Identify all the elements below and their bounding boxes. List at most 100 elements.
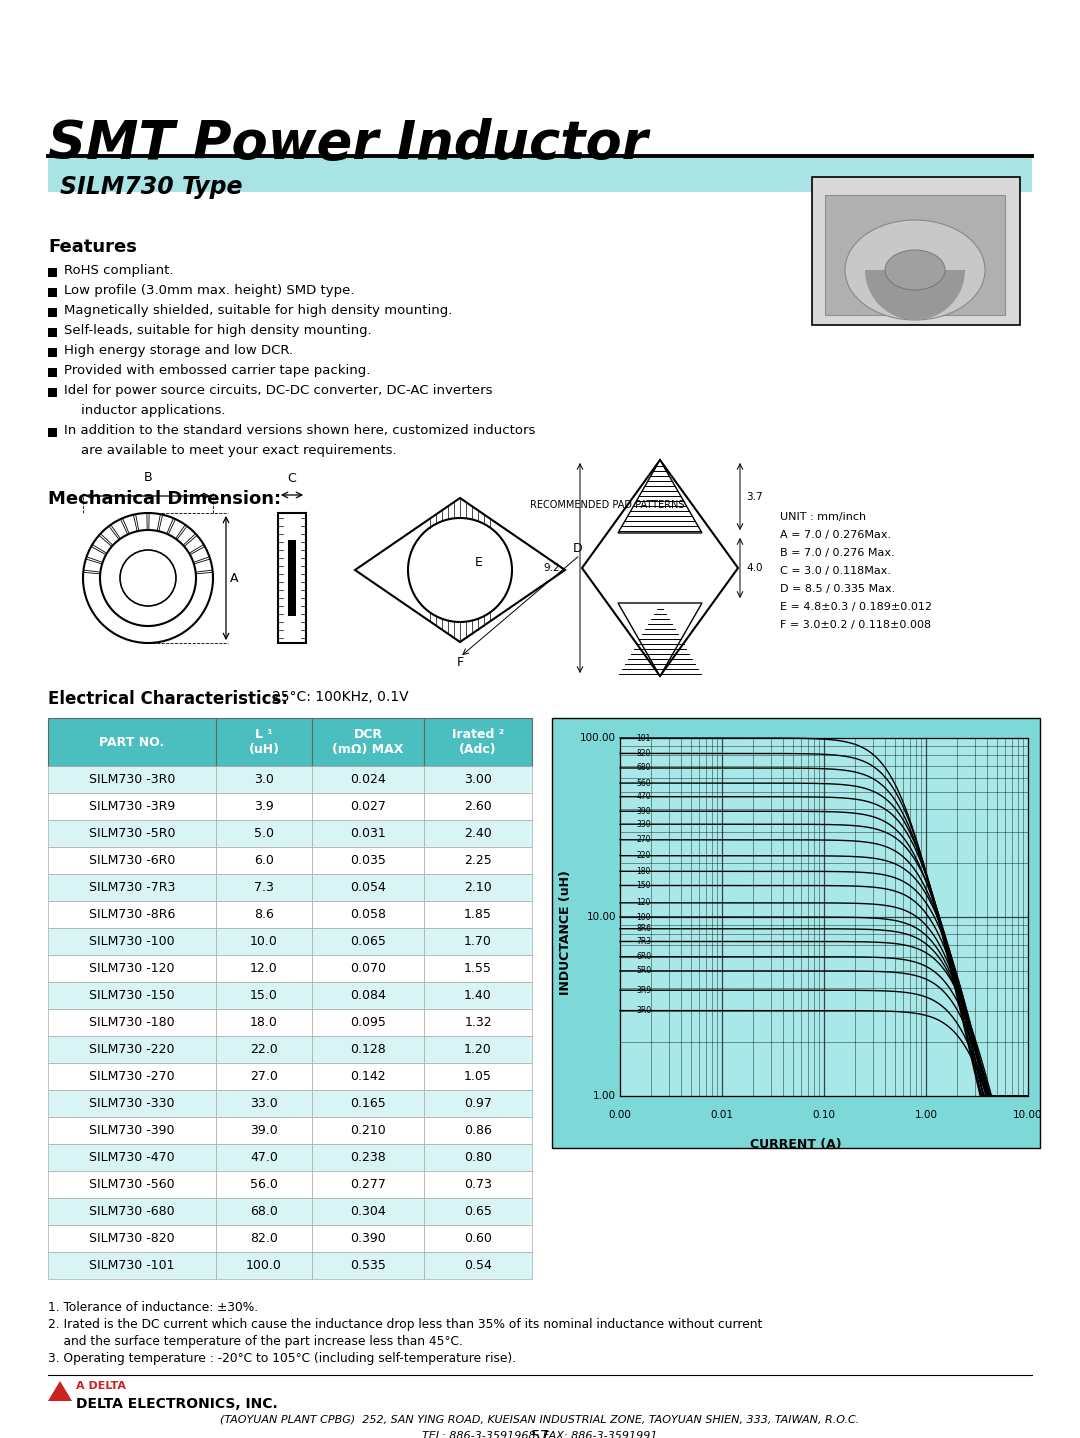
Bar bbox=[424, 1009, 532, 1035]
Text: RoHS compliant.: RoHS compliant. bbox=[64, 265, 174, 278]
Text: 0.277: 0.277 bbox=[350, 1178, 386, 1191]
Text: Irated ²
(Adc): Irated ² (Adc) bbox=[451, 728, 504, 756]
Text: TEL: 886-3-3591968; FAX: 886-3-3591991: TEL: 886-3-3591968; FAX: 886-3-3591991 bbox=[422, 1431, 658, 1438]
Text: 39.0: 39.0 bbox=[251, 1125, 278, 1137]
Bar bbox=[424, 1252, 532, 1278]
Text: SILM730 Type: SILM730 Type bbox=[60, 175, 243, 198]
Text: 100: 100 bbox=[636, 913, 651, 922]
Text: SILM730 -330: SILM730 -330 bbox=[90, 1097, 175, 1110]
Text: 27.0: 27.0 bbox=[251, 1070, 278, 1083]
Text: SILM730 -680: SILM730 -680 bbox=[90, 1205, 175, 1218]
Text: 220: 220 bbox=[636, 851, 651, 860]
Bar bbox=[424, 1171, 532, 1198]
Text: A DELTA: A DELTA bbox=[76, 1380, 126, 1391]
Bar bbox=[424, 820, 532, 847]
Text: 6.0: 6.0 bbox=[254, 854, 274, 867]
Bar bbox=[424, 955, 532, 982]
Text: 0.73: 0.73 bbox=[464, 1178, 491, 1191]
Text: SILM730 -150: SILM730 -150 bbox=[90, 989, 175, 1002]
Bar bbox=[216, 718, 312, 766]
Bar bbox=[216, 1063, 312, 1090]
Text: 330: 330 bbox=[636, 820, 651, 828]
Text: PART NO.: PART NO. bbox=[99, 735, 164, 749]
Text: Idel for power source circuits, DC-DC converter, DC-AC inverters: Idel for power source circuits, DC-DC co… bbox=[64, 384, 492, 397]
Bar bbox=[48, 1117, 216, 1145]
Text: 180: 180 bbox=[636, 867, 651, 876]
Text: SILM730 -101: SILM730 -101 bbox=[90, 1260, 175, 1273]
Text: 0.070: 0.070 bbox=[350, 962, 386, 975]
Text: 1.40: 1.40 bbox=[464, 989, 491, 1002]
Text: 0.027: 0.027 bbox=[350, 800, 386, 812]
Bar bbox=[312, 847, 424, 874]
Polygon shape bbox=[48, 1380, 72, 1401]
Text: 1.05: 1.05 bbox=[464, 1070, 491, 1083]
Text: 120: 120 bbox=[636, 899, 651, 907]
Text: 3.0: 3.0 bbox=[254, 774, 274, 787]
Text: 3R0: 3R0 bbox=[636, 1007, 651, 1015]
Bar bbox=[48, 902, 216, 928]
Bar bbox=[216, 1117, 312, 1145]
Text: D = 8.5 / 0.335 Max.: D = 8.5 / 0.335 Max. bbox=[780, 584, 895, 594]
Text: SILM730 -3R9: SILM730 -3R9 bbox=[89, 800, 175, 812]
Bar bbox=[48, 874, 216, 902]
Bar bbox=[216, 1252, 312, 1278]
Text: DELTA ELECTRONICS, INC.: DELTA ELECTRONICS, INC. bbox=[76, 1396, 278, 1411]
Bar bbox=[216, 982, 312, 1009]
Bar bbox=[424, 792, 532, 820]
Text: 0.095: 0.095 bbox=[350, 1017, 386, 1030]
Bar bbox=[48, 847, 216, 874]
Bar bbox=[825, 196, 1005, 315]
Bar bbox=[48, 1063, 216, 1090]
Text: 0.238: 0.238 bbox=[350, 1150, 386, 1163]
Text: SILM730 -8R6: SILM730 -8R6 bbox=[89, 907, 175, 920]
Bar bbox=[216, 1090, 312, 1117]
Text: 10.00: 10.00 bbox=[1013, 1110, 1043, 1120]
Text: D: D bbox=[573, 542, 582, 555]
Text: SILM730 -820: SILM730 -820 bbox=[90, 1232, 175, 1245]
Bar bbox=[424, 847, 532, 874]
Bar bbox=[312, 982, 424, 1009]
Text: and the surface temperature of the part increase less than 45°C.: and the surface temperature of the part … bbox=[48, 1334, 463, 1347]
Bar bbox=[424, 1225, 532, 1252]
Text: 1.20: 1.20 bbox=[464, 1043, 491, 1055]
Bar bbox=[424, 766, 532, 792]
Bar bbox=[312, 1171, 424, 1198]
Text: 0.165: 0.165 bbox=[350, 1097, 386, 1110]
Text: 101: 101 bbox=[636, 733, 651, 742]
Bar bbox=[312, 874, 424, 902]
Text: E = 4.8±0.3 / 0.189±0.012: E = 4.8±0.3 / 0.189±0.012 bbox=[780, 603, 932, 613]
Bar bbox=[48, 158, 1032, 193]
Bar bbox=[48, 1145, 216, 1171]
Bar bbox=[48, 792, 216, 820]
Text: Magnetically shielded, suitable for high density mounting.: Magnetically shielded, suitable for high… bbox=[64, 303, 453, 316]
Text: 470: 470 bbox=[636, 792, 651, 801]
Bar bbox=[312, 902, 424, 928]
Bar bbox=[424, 1198, 532, 1225]
Text: 0.86: 0.86 bbox=[464, 1125, 491, 1137]
Text: SILM730 -390: SILM730 -390 bbox=[90, 1125, 175, 1137]
Bar bbox=[48, 1225, 216, 1252]
Text: 0.535: 0.535 bbox=[350, 1260, 386, 1273]
Bar bbox=[48, 955, 216, 982]
Text: 0.031: 0.031 bbox=[350, 827, 386, 840]
Bar bbox=[216, 902, 312, 928]
Bar bbox=[312, 792, 424, 820]
Bar bbox=[424, 1117, 532, 1145]
Text: 3. Operating temperature : -20°C to 105°C (including self-temperature rise).: 3. Operating temperature : -20°C to 105°… bbox=[48, 1352, 516, 1365]
Polygon shape bbox=[355, 498, 565, 641]
Ellipse shape bbox=[885, 250, 945, 290]
Text: 1.00: 1.00 bbox=[593, 1091, 616, 1102]
Text: F = 3.0±0.2 / 0.118±0.008: F = 3.0±0.2 / 0.118±0.008 bbox=[780, 620, 931, 630]
Text: 0.054: 0.054 bbox=[350, 881, 386, 894]
Bar bbox=[312, 1063, 424, 1090]
Text: 2.60: 2.60 bbox=[464, 800, 491, 812]
Bar bbox=[312, 718, 424, 766]
Bar bbox=[312, 1090, 424, 1117]
Text: B: B bbox=[144, 472, 152, 485]
Text: 0.80: 0.80 bbox=[464, 1150, 492, 1163]
Text: 25°C: 100KHz, 0.1V: 25°C: 100KHz, 0.1V bbox=[272, 690, 408, 705]
Bar bbox=[424, 718, 532, 766]
Bar bbox=[312, 1252, 424, 1278]
Text: 0.00: 0.00 bbox=[608, 1110, 632, 1120]
Text: 1.32: 1.32 bbox=[464, 1017, 491, 1030]
